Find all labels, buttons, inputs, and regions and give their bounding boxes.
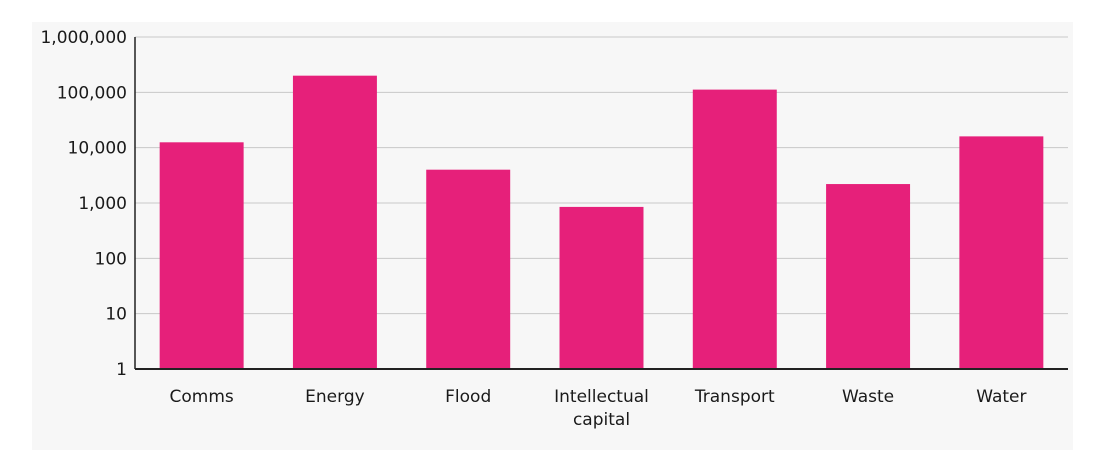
x-category-label: Water bbox=[976, 387, 1026, 407]
bar bbox=[692, 89, 777, 370]
x-category-label: Energy bbox=[305, 387, 365, 407]
x-category-label: Comms bbox=[170, 387, 234, 407]
y-tick-label: 1,000,000 bbox=[40, 28, 127, 48]
x-category-label: Waste bbox=[842, 387, 894, 407]
x-category-label: Intellectual bbox=[554, 387, 649, 407]
x-category-label: Transport bbox=[694, 387, 775, 407]
y-tick-label: 100,000 bbox=[57, 83, 127, 103]
bar bbox=[426, 169, 511, 369]
y-tick-label: 10,000 bbox=[68, 139, 127, 159]
axes bbox=[134, 37, 1068, 370]
y-tick-label: 10 bbox=[105, 305, 127, 325]
bars bbox=[159, 75, 1044, 370]
x-category-label: Flood bbox=[445, 387, 491, 407]
bar bbox=[826, 184, 911, 369]
y-tick-label: 100 bbox=[95, 249, 127, 269]
y-tick-label: 1 bbox=[116, 360, 127, 380]
bar bbox=[292, 75, 377, 370]
x-category-label: capital bbox=[573, 410, 630, 430]
bar bbox=[159, 142, 244, 369]
bar bbox=[559, 206, 644, 369]
x-category-labels: Comms Energy Flood Intellectual capital Trans… bbox=[170, 387, 1027, 430]
y-tick-labels: 1 10 100 1,000 10,000 100,000 1,000,000 bbox=[40, 28, 127, 380]
y-tick-label: 1,000 bbox=[78, 194, 127, 214]
bar bbox=[959, 136, 1044, 369]
